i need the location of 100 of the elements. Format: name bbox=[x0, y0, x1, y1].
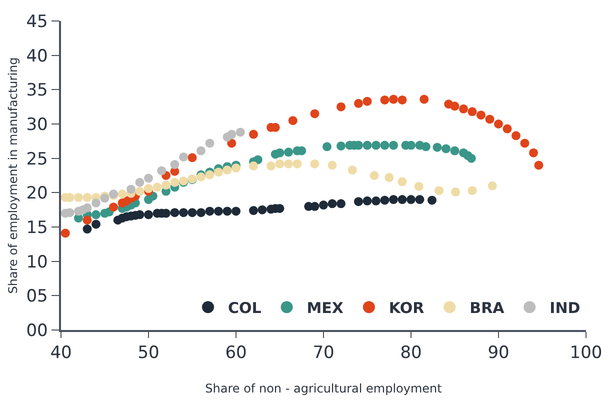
point bbox=[82, 224, 92, 234]
point bbox=[336, 102, 346, 112]
point bbox=[258, 205, 267, 214]
point bbox=[227, 138, 236, 148]
point bbox=[384, 173, 394, 182]
x-tick-label: 100 bbox=[570, 343, 602, 364]
point bbox=[196, 208, 206, 218]
point bbox=[205, 206, 214, 216]
point bbox=[529, 148, 538, 158]
y-tick-label: 25 bbox=[26, 149, 48, 170]
point bbox=[249, 161, 258, 170]
point bbox=[494, 120, 503, 128]
point bbox=[450, 102, 460, 111]
y-axis-title: Share of employment in manufacturing bbox=[6, 57, 20, 294]
point bbox=[236, 128, 245, 137]
x-axis-title: Share of non - agricultural employment bbox=[205, 382, 442, 396]
point bbox=[157, 166, 166, 176]
point bbox=[442, 144, 450, 154]
legend-label: BRA bbox=[470, 298, 505, 317]
x-tick-label: 40 bbox=[50, 343, 72, 364]
point bbox=[92, 198, 100, 208]
point bbox=[450, 146, 460, 156]
point bbox=[82, 216, 92, 225]
point bbox=[227, 130, 236, 139]
point bbox=[512, 131, 520, 140]
point bbox=[275, 148, 284, 158]
point bbox=[372, 140, 380, 150]
y-tick-label: 30 bbox=[26, 114, 48, 135]
point bbox=[222, 166, 232, 175]
point bbox=[414, 182, 424, 191]
point bbox=[336, 199, 346, 208]
point bbox=[222, 206, 232, 216]
point bbox=[179, 152, 188, 162]
point bbox=[275, 159, 284, 168]
point bbox=[152, 182, 162, 192]
point bbox=[179, 208, 188, 218]
point bbox=[348, 166, 357, 175]
y-tick-label: 10 bbox=[26, 252, 48, 272]
point bbox=[468, 107, 477, 116]
point bbox=[170, 208, 180, 218]
x-tick-label: 50 bbox=[138, 343, 160, 364]
point bbox=[398, 177, 407, 186]
y-tick-label: 05 bbox=[26, 286, 48, 307]
point bbox=[170, 178, 180, 187]
point bbox=[406, 195, 416, 204]
point bbox=[466, 154, 476, 163]
legend-label: MEX bbox=[306, 298, 344, 317]
point bbox=[380, 140, 390, 150]
point bbox=[354, 98, 363, 108]
point bbox=[188, 153, 197, 162]
point bbox=[372, 196, 380, 206]
point bbox=[109, 202, 118, 212]
point bbox=[434, 186, 444, 196]
x-tick-label: 60 bbox=[225, 343, 247, 364]
point bbox=[520, 138, 530, 148]
y-tick-label: 20 bbox=[26, 184, 48, 204]
point bbox=[61, 228, 70, 238]
point bbox=[249, 130, 258, 139]
point bbox=[162, 180, 170, 190]
point bbox=[534, 160, 544, 170]
point bbox=[292, 159, 302, 168]
point bbox=[319, 200, 328, 210]
point bbox=[288, 116, 298, 126]
legend-label: IND bbox=[550, 298, 580, 317]
point bbox=[502, 124, 512, 134]
point bbox=[253, 155, 262, 164]
point bbox=[362, 196, 372, 206]
point bbox=[459, 104, 468, 114]
point bbox=[322, 142, 332, 152]
point bbox=[362, 96, 372, 106]
point bbox=[380, 196, 390, 205]
point bbox=[488, 181, 497, 190]
point bbox=[421, 142, 430, 152]
point bbox=[432, 142, 442, 152]
point bbox=[144, 184, 153, 194]
y-tick-label: 40 bbox=[26, 46, 48, 66]
point bbox=[389, 140, 398, 150]
point bbox=[310, 159, 320, 168]
point bbox=[205, 138, 214, 148]
point bbox=[118, 190, 127, 199]
point bbox=[284, 148, 293, 157]
point bbox=[232, 206, 240, 216]
point bbox=[135, 186, 144, 196]
point bbox=[354, 197, 363, 206]
point bbox=[214, 206, 223, 216]
point bbox=[144, 210, 153, 220]
point bbox=[74, 192, 83, 202]
point bbox=[92, 220, 100, 229]
y-tick-label: 15 bbox=[26, 218, 48, 238]
point bbox=[232, 163, 240, 172]
point bbox=[170, 160, 180, 170]
point bbox=[451, 187, 460, 196]
point bbox=[398, 195, 407, 204]
point bbox=[415, 195, 424, 204]
point bbox=[135, 178, 144, 187]
point bbox=[284, 159, 293, 168]
point bbox=[428, 196, 436, 205]
point bbox=[389, 94, 398, 104]
y-tick-label: 00 bbox=[26, 320, 48, 341]
point bbox=[362, 140, 372, 150]
